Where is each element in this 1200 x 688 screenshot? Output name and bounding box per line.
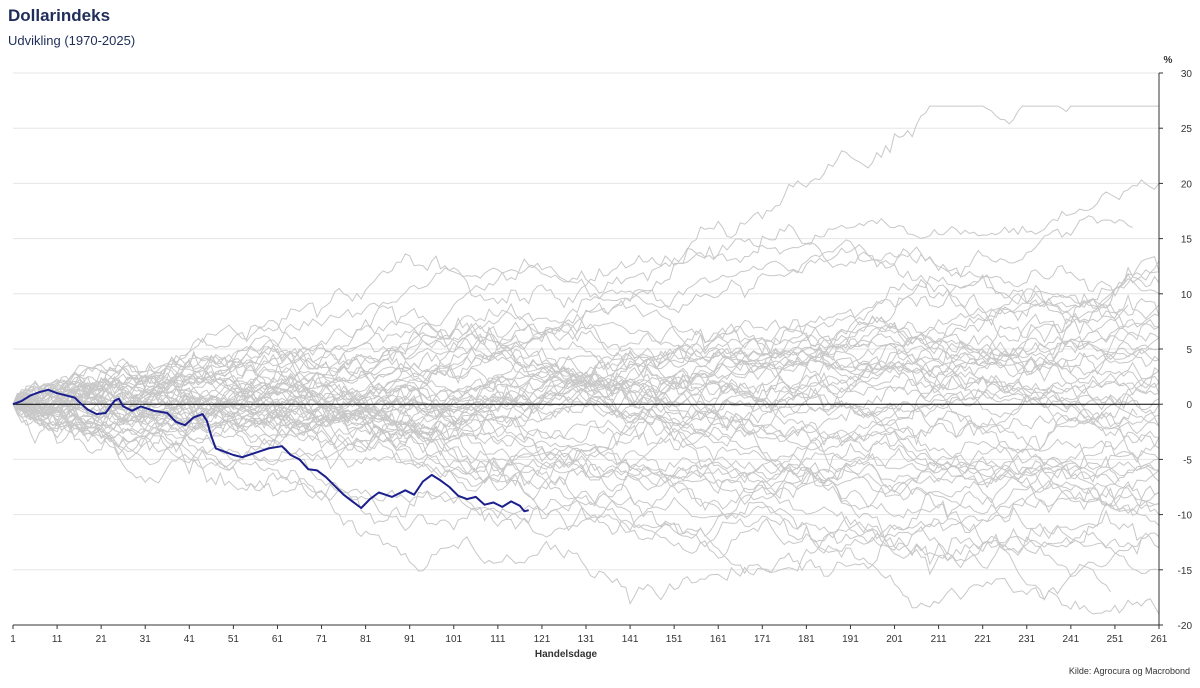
y-axis: -20 -15 -10 -5 0 5 10 15 20 25 30% xyxy=(1158,55,1193,632)
x-tick-label: 91 xyxy=(404,634,416,645)
y-tick-label: 5 xyxy=(1186,345,1192,356)
historical-path xyxy=(12,346,1160,418)
historical-path xyxy=(12,374,1160,605)
x-tick-label: 101 xyxy=(445,634,462,645)
historical-path xyxy=(12,359,1160,427)
historical-path xyxy=(12,389,1142,544)
x-tick-label: 51 xyxy=(228,634,240,645)
x-tick-label: 201 xyxy=(886,634,903,645)
x-tick-label: 31 xyxy=(140,634,152,645)
historical-path xyxy=(12,321,1160,420)
historical-paths xyxy=(12,105,1160,615)
historical-path xyxy=(12,404,1160,615)
historical-path xyxy=(12,342,1160,437)
source-note: Kilde: Agrocura og Macrobond xyxy=(1068,666,1190,676)
current-year-group xyxy=(12,388,529,513)
x-tick-label: 171 xyxy=(754,634,771,645)
historical-path xyxy=(12,403,1160,510)
x-axis: 1 11 21 31 41 51 61 71 81 91 101 111 121 131 141 151 161… xyxy=(10,624,1168,660)
x-tick-label: 1 xyxy=(10,634,16,645)
y-tick-label: -5 xyxy=(1183,455,1192,466)
x-tick-label: 161 xyxy=(710,634,727,645)
y-tick-label: -15 xyxy=(1178,566,1193,577)
y-axis-unit: % xyxy=(1164,55,1173,66)
historical-path xyxy=(12,105,1159,433)
historical-path xyxy=(12,365,1159,467)
historical-path xyxy=(12,379,1160,556)
y-tick-label: -20 xyxy=(1178,621,1193,632)
historical-path xyxy=(12,382,1160,576)
historical-path xyxy=(12,403,1111,609)
y-tick-label: 15 xyxy=(1181,235,1193,246)
x-tick-label: 131 xyxy=(578,634,595,645)
x-tick-label: 181 xyxy=(798,634,815,645)
historical-path xyxy=(12,395,1160,574)
x-tick-label: 231 xyxy=(1018,634,1035,645)
historical-path xyxy=(12,255,1160,502)
chart-title: Dollarindeks xyxy=(8,6,111,25)
x-tick-label: 151 xyxy=(666,634,683,645)
historical-path xyxy=(12,346,1160,479)
historical-path xyxy=(12,403,1160,577)
historical-path xyxy=(12,239,1160,412)
historical-path xyxy=(12,179,1160,405)
x-tick-label: 191 xyxy=(842,634,859,645)
x-tick-label: 71 xyxy=(316,634,328,645)
x-tick-label: 61 xyxy=(272,634,284,645)
x-tick-label: 11 xyxy=(52,634,63,645)
x-tick-label: 41 xyxy=(184,634,196,645)
x-tick-label: 251 xyxy=(1107,634,1124,645)
chart-subtitle: Udvikling (1970-2025) xyxy=(8,33,136,48)
historical-path xyxy=(12,366,1160,444)
historical-path xyxy=(12,274,1160,434)
historical-path xyxy=(12,373,1160,482)
x-tick-label: 221 xyxy=(974,634,991,645)
x-tick-label: 81 xyxy=(360,634,372,645)
x-tick-label: 21 xyxy=(96,634,108,645)
historical-path xyxy=(12,386,1160,515)
historical-path xyxy=(12,375,1160,545)
x-tick-label: 141 xyxy=(622,634,639,645)
x-tick-label: 211 xyxy=(931,634,947,645)
x-tick-label: 241 xyxy=(1063,634,1080,645)
x-tick-label: 261 xyxy=(1151,634,1168,645)
historical-path xyxy=(12,352,1160,439)
y-tick-label: 30 xyxy=(1181,69,1193,80)
y-tick-label: -10 xyxy=(1178,511,1193,522)
historical-path xyxy=(12,292,1160,417)
historical-path xyxy=(12,308,1160,417)
x-axis-title: Handelsdage xyxy=(535,649,598,660)
current-series-line xyxy=(12,388,529,513)
historical-path xyxy=(12,358,1160,437)
y-tick-label: 0 xyxy=(1186,400,1192,411)
historical-path xyxy=(12,336,1160,446)
historical-path xyxy=(12,341,1160,421)
historical-path xyxy=(12,223,1129,415)
historical-path xyxy=(12,353,1160,534)
x-tick-label: 121 xyxy=(534,634,551,645)
x-tick-label: 111 xyxy=(490,634,506,645)
historical-path xyxy=(12,299,1160,405)
y-tick-label: 10 xyxy=(1181,290,1193,301)
y-tick-label: 20 xyxy=(1181,179,1193,190)
historical-path xyxy=(12,215,1133,405)
historical-path xyxy=(12,335,1160,422)
y-tick-label: 25 xyxy=(1181,124,1193,135)
